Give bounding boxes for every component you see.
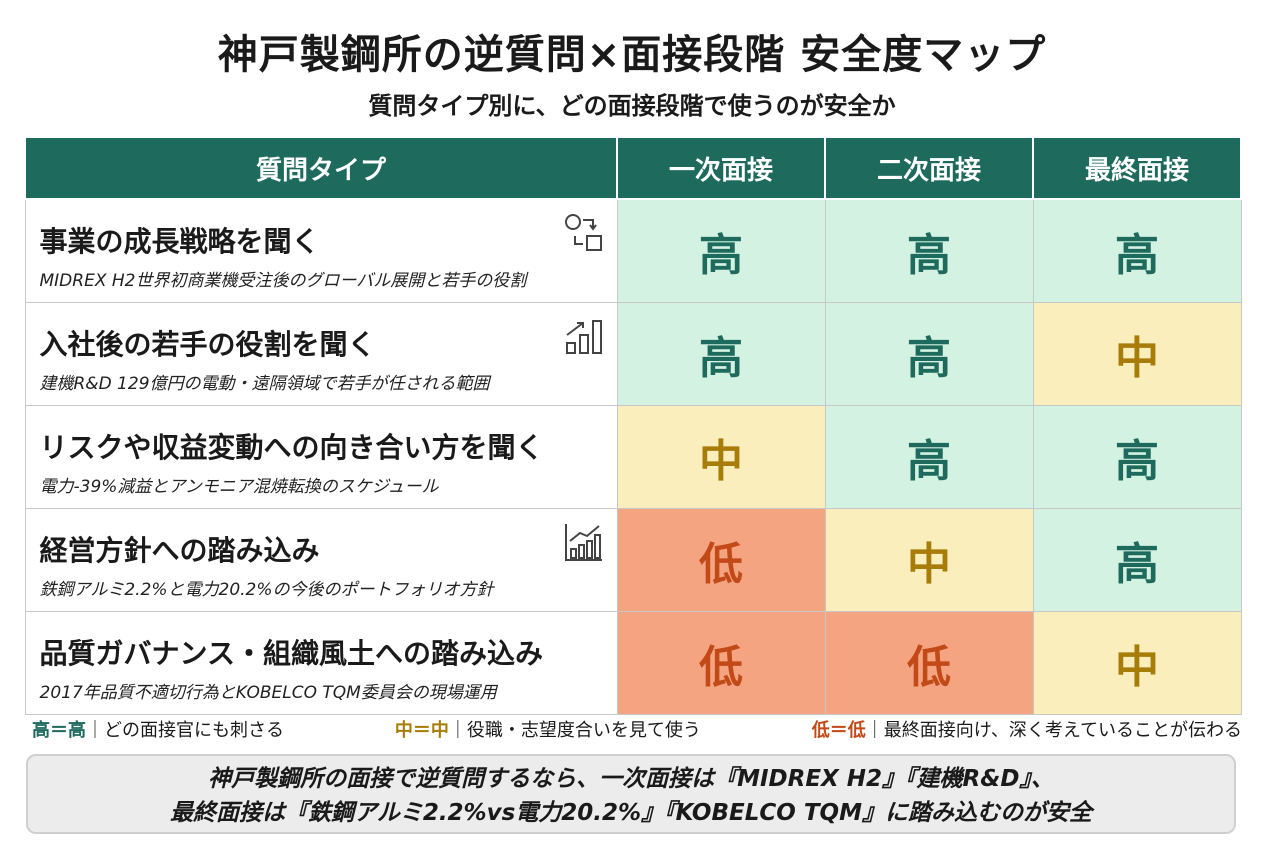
table-row: 入社後の若手の役割を聞く 建機R&D 129億円の電動・遠隔領域で若手が任される… — [24, 302, 1242, 406]
question-cell: 品質ガバナンス・組織風土への踏み込み 2017年品質不適切行為とKOBELCO … — [24, 611, 618, 715]
level-second: 高 — [824, 302, 1034, 406]
question-cell: 入社後の若手の役割を聞く 建機R&D 129億円の電動・遠隔領域で若手が任される… — [24, 302, 618, 406]
legend: 高＝高｜どの面接官にも刺さる 中＝中｜役職・志望度合いを見て使う 低＝低｜最終面… — [32, 716, 1242, 742]
level-final: 中 — [1032, 611, 1242, 715]
header-second-interview: 二次面接 — [824, 136, 1034, 200]
question-desc: 電力-39%減益とアンモニア混焼転換のスケジュール — [39, 477, 439, 497]
level-first: 低 — [616, 611, 826, 715]
legend-low: 低＝低｜最終面接向け、深く考えていることが伝わる — [812, 716, 1242, 742]
strategy-flow-icon — [564, 214, 602, 251]
bar-chart-trend-icon — [564, 524, 602, 561]
question-desc: 鉄鋼アルミ2.2%と電力20.2%の今後のポートフォリオ方針 — [39, 580, 494, 600]
legend-mid-key: 中＝中 — [394, 720, 449, 741]
question-title: 経営方針への踏み込み — [39, 534, 320, 567]
level-second: 高 — [824, 198, 1034, 303]
level-final: 高 — [1032, 508, 1242, 612]
level-final: 高 — [1032, 198, 1242, 303]
level-second: 低 — [824, 611, 1034, 715]
legend-low-key: 低＝低 — [811, 720, 866, 741]
summary-line-2: 最終面接は『鉄鋼アルミ2.2%vs電力20.2%』『KOBELCO TQM』に踏… — [170, 800, 1092, 826]
question-desc: MIDREX H2世界初商業機受注後のグローバル展開と若手の役割 — [39, 271, 527, 291]
question-title: 入社後の若手の役割を聞く — [39, 328, 376, 361]
summary-line-1: 神戸製鋼所の面接で逆質問するなら、一次面接は『MIDREX H2』『建機R&D』… — [208, 766, 1054, 792]
question-cell: リスクや収益変動への向き合い方を聞く 電力-39%減益とアンモニア混焼転換のスケ… — [24, 405, 618, 509]
legend-mid-text: ｜役職・志望度合いを見て使う — [448, 720, 701, 741]
question-title: リスクや収益変動への向き合い方を聞く — [39, 431, 544, 464]
summary-box: 神戸製鋼所の面接で逆質問するなら、一次面接は『MIDREX H2』『建機R&D』… — [26, 754, 1236, 834]
header-question-type: 質問タイプ — [24, 136, 618, 200]
table-row: 経営方針への踏み込み 鉄鋼アルミ2.2%と電力20.2%の今後のポートフォリオ方… — [24, 508, 1242, 612]
legend-high-key: 高＝高 — [32, 720, 86, 741]
growth-bars-icon — [565, 320, 602, 354]
table-row: 事業の成長戦略を聞く MIDREX H2世界初商業機受注後のグローバル展開と若手… — [24, 198, 1242, 303]
level-second: 中 — [824, 508, 1034, 612]
legend-high-text: ｜どの面接官にも刺さる — [86, 720, 284, 741]
question-desc: 2017年品質不適切行為とKOBELCO TQM委員会の現場運用 — [39, 683, 497, 703]
level-final: 高 — [1032, 405, 1242, 509]
level-final: 中 — [1032, 302, 1242, 406]
header-first-interview: 一次面接 — [616, 136, 826, 200]
page-title: 神戸製鋼所の逆質問×面接段階 安全度マップ — [217, 32, 1047, 78]
table-row: リスクや収益変動への向き合い方を聞く 電力-39%減益とアンモニア混焼転換のスケ… — [24, 405, 1242, 509]
page-subtitle: 質問タイプ別に、どの面接段階で使うのが安全か — [368, 92, 896, 120]
level-first: 高 — [616, 302, 826, 406]
question-cell: 経営方針への踏み込み 鉄鋼アルミ2.2%と電力20.2%の今後のポートフォリオ方… — [24, 508, 618, 612]
level-first: 高 — [616, 198, 826, 303]
legend-mid: 中＝中｜役職・志望度合いを見て使う — [395, 716, 701, 742]
legend-low-text: ｜最終面接向け、深く考えていることが伝わる — [865, 720, 1242, 741]
legend-high: 高＝高｜どの面接官にも刺さる — [32, 716, 284, 742]
safety-map-table: 質問タイプ 一次面接 二次面接 最終面接 事業の成長戦略を聞く MIDREX H… — [24, 136, 1242, 715]
question-title: 品質ガバナンス・組織風土への踏み込み — [39, 637, 543, 670]
table-row: 品質ガバナンス・組織風土への踏み込み 2017年品質不適切行為とKOBELCO … — [24, 611, 1242, 715]
level-first: 中 — [616, 405, 826, 509]
header-final-interview: 最終面接 — [1032, 136, 1242, 200]
question-cell: 事業の成長戦略を聞く MIDREX H2世界初商業機受注後のグローバル展開と若手… — [24, 198, 618, 303]
level-first: 低 — [616, 508, 826, 612]
table-header-row: 質問タイプ 一次面接 二次面接 最終面接 — [24, 136, 1242, 200]
question-desc: 建機R&D 129億円の電動・遠隔領域で若手が任される範囲 — [39, 374, 490, 394]
question-title: 事業の成長戦略を聞く — [39, 225, 320, 258]
level-second: 高 — [824, 405, 1034, 509]
